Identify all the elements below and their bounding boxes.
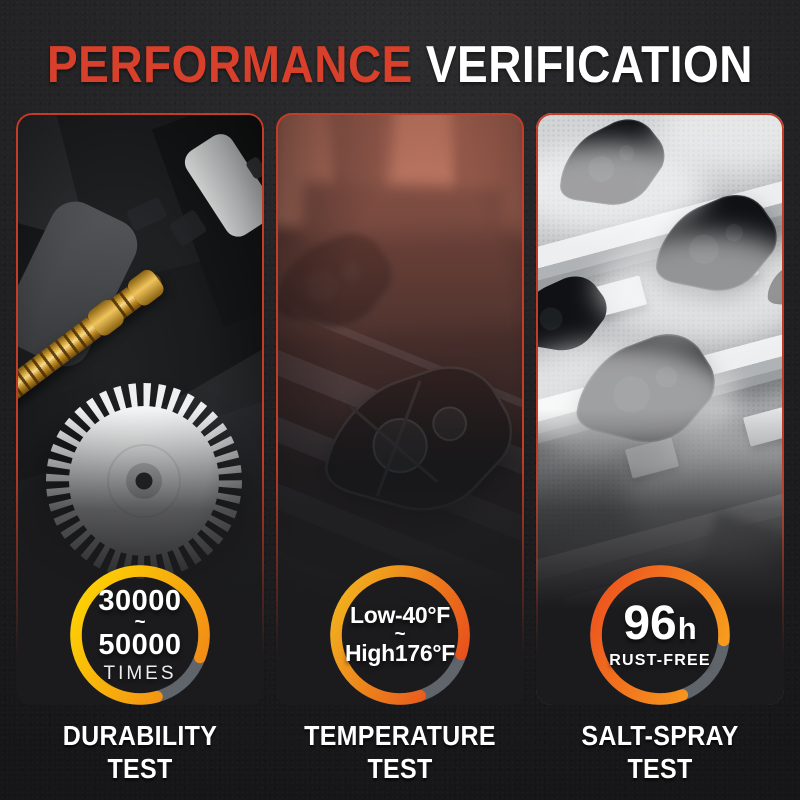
- range-tilde: ~: [134, 612, 146, 634]
- ring-arc: [330, 565, 470, 705]
- temperature-progress-ring: [330, 565, 470, 705]
- rust-free-caption: RUST-FREE: [609, 652, 711, 670]
- cycles-max-value: 50000: [98, 628, 182, 661]
- durability-progress-ring: [70, 565, 210, 705]
- page-title: PERFORMANCE VERIFICATION: [0, 37, 800, 91]
- durability-badge: 30000 ~ 50000 TIMES: [65, 560, 215, 710]
- ring-arc: [70, 565, 210, 705]
- label-line-2: TEST: [627, 753, 693, 785]
- range-tilde: ~: [394, 623, 406, 645]
- temperature-high-value: High176°F: [344, 640, 456, 667]
- salt-spray-progress-ring: [590, 565, 730, 705]
- label-line-1: DURABILITY: [62, 721, 218, 752]
- hours-value: 96: [623, 597, 677, 651]
- temperature-low-value: Low-40°F: [349, 602, 451, 629]
- rust-free-hours: 96 h: [623, 597, 697, 651]
- temperature-test-label: TEMPERATURE TEST: [276, 721, 524, 786]
- cycles-min-value: 30000: [98, 584, 182, 617]
- title-rest: VERIFICATION: [425, 34, 753, 94]
- cycles-unit: TIMES: [103, 663, 177, 685]
- durability-badge-text: 30000 ~ 50000 TIMES: [79, 574, 201, 696]
- durability-test-label: DURABILITY TEST: [16, 721, 264, 786]
- label-line-1: SALT-SPRAY: [581, 721, 739, 752]
- hours-unit: h: [677, 611, 697, 647]
- title-highlight: PERFORMANCE: [47, 34, 413, 94]
- label-line-2: TEST: [367, 753, 433, 785]
- label-line-2: TEST: [107, 753, 173, 785]
- temperature-badge: Low-40°F ~ High176°F: [325, 560, 475, 710]
- salt-spray-badge: 96 h RUST-FREE: [585, 560, 735, 710]
- ring-arc: [590, 565, 730, 705]
- temperature-badge-text: Low-40°F ~ High176°F: [339, 574, 461, 696]
- label-line-1: TEMPERATURE: [304, 721, 496, 752]
- salt-spray-badge-text: 96 h RUST-FREE: [599, 574, 721, 696]
- salt-spray-test-label: SALT-SPRAY TEST: [536, 721, 784, 786]
